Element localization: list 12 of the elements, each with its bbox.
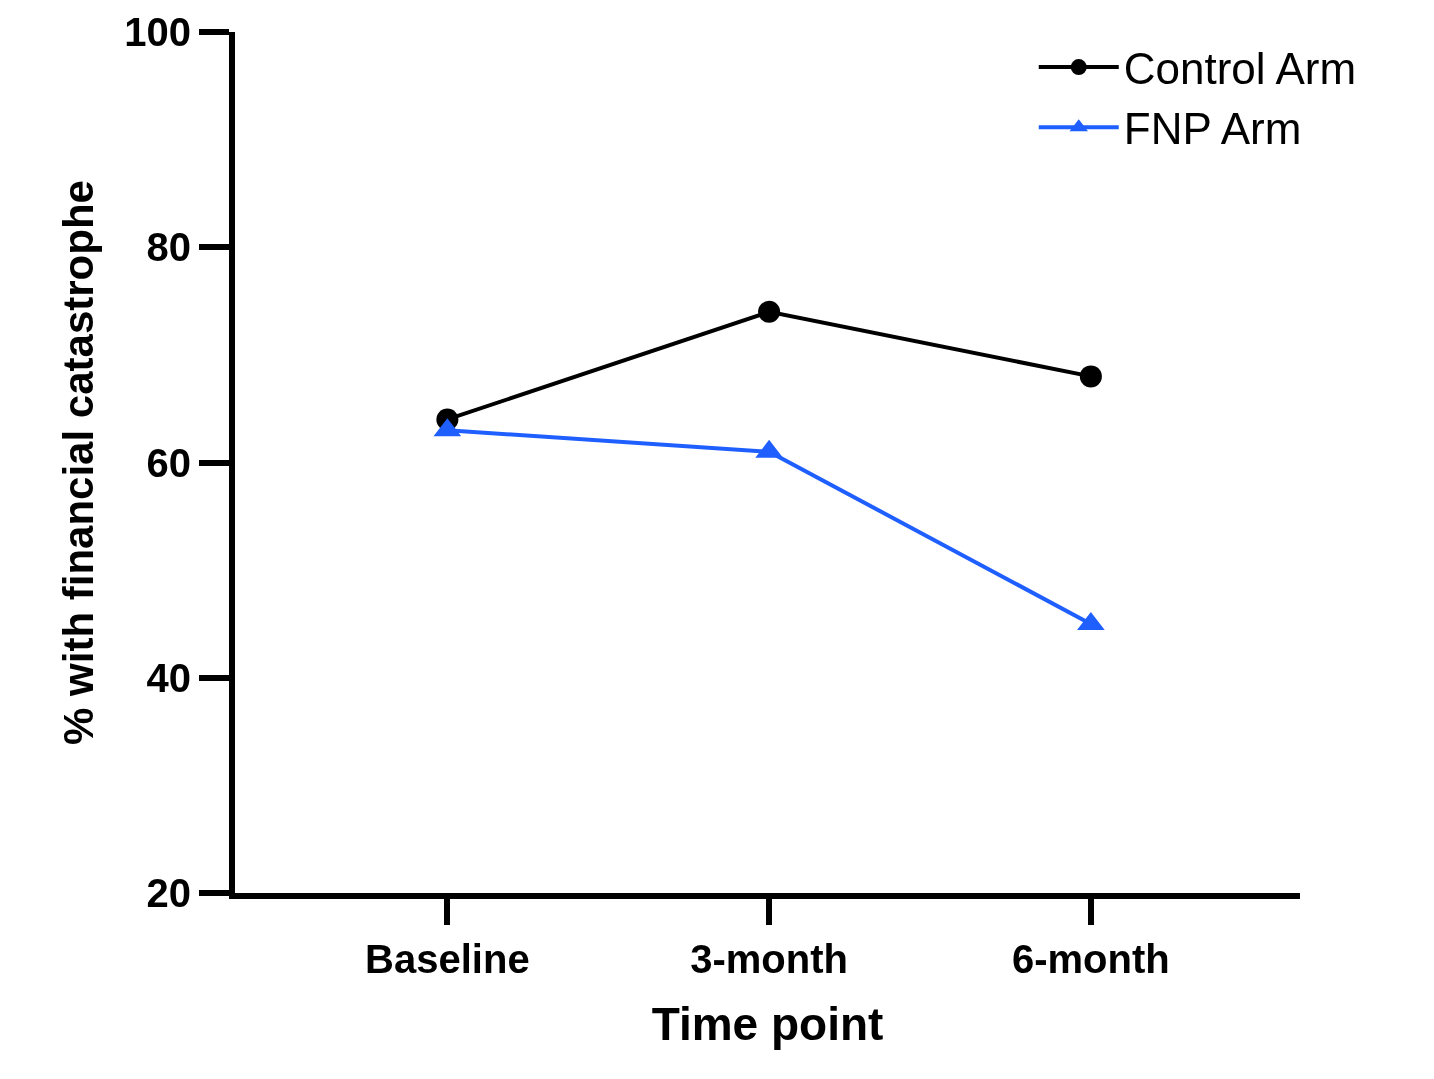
y-tick-label: 80 [146,225,191,270]
y-tick-label: 60 [146,440,191,485]
y-tick-label: 100 [124,10,191,54]
y-axis-title: % with financial catastrophe [54,180,102,745]
y-tick-label: 40 [146,655,191,700]
y-tick-label: 20 [146,871,191,915]
legend-label: Control Arm [1123,44,1357,94]
x-axis-title: Time point [651,998,884,1051]
legend-label: FNP Arm [1123,104,1302,154]
x-tick-label: Baseline [365,937,530,981]
x-tick-label: 3-month [690,937,848,981]
x-tick-label: 6-month [1011,937,1170,981]
